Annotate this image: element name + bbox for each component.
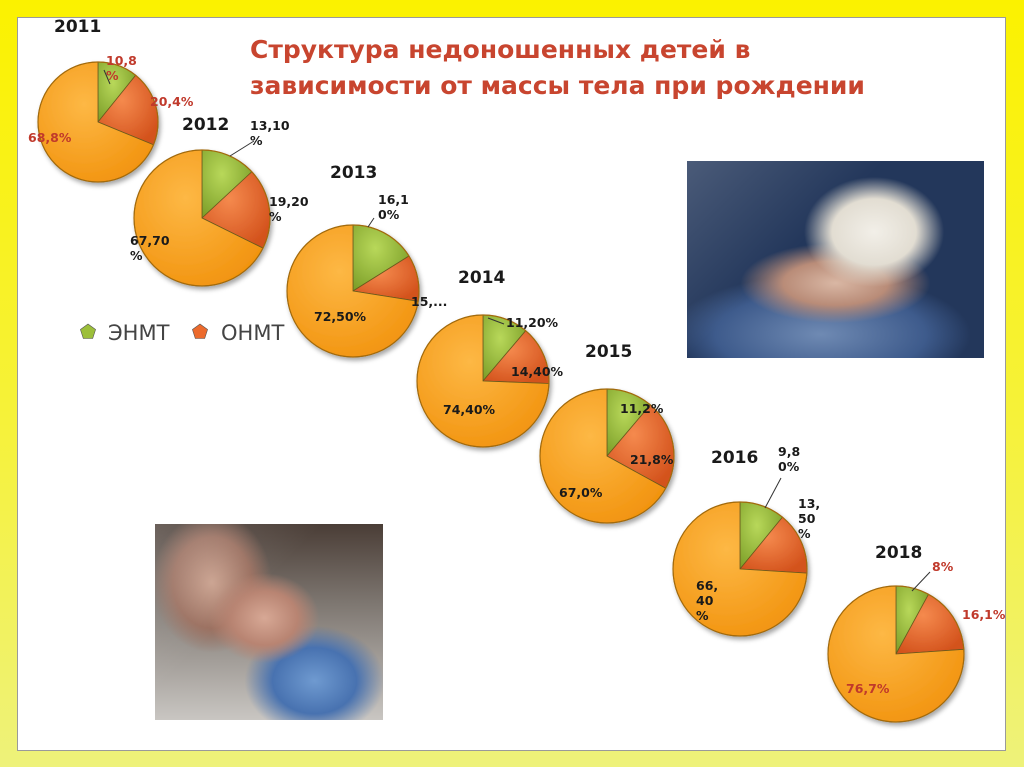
mother-holding-baby-photo: [155, 524, 383, 720]
pie-2011-year-label: 2011: [54, 18, 101, 37]
pie-2013-label-onmt: 15,...: [411, 294, 447, 309]
orange-pentagon-icon: [192, 323, 208, 339]
pie-2013-rim: [286, 224, 420, 358]
pie-2012-label-other: 67,70%: [130, 233, 170, 263]
pie-charts-series: 2011 10,8 % 20,4% 68,8% 2012 13,10 % 19,20 % 67,70…: [28, 18, 1005, 723]
pie-2016-label-onmt: 13, 50%: [798, 496, 820, 541]
pie-2015-label-onmt: 21,8%: [630, 452, 674, 467]
legend-label-onmt: ОНМТ: [221, 321, 284, 345]
pie-2013: [286, 224, 420, 358]
page-title: Структура недоношенных детей в зависимос…: [250, 32, 910, 104]
pie-2014-rim: [416, 314, 550, 448]
pie-2011-rim: [37, 61, 159, 183]
legend-label-enmt: ЭНМТ: [108, 321, 170, 345]
pie-2011-leader-line: [103, 69, 111, 85]
pie-2012-rim: [133, 149, 271, 287]
pie-2011-label-onmt: 20,4%: [150, 94, 194, 109]
pie-2015-label-other: 67,0%: [559, 485, 603, 500]
pie-2013-label-other: 72,50%: [314, 309, 367, 324]
pie-2015-year-label: 2015: [585, 342, 632, 362]
pie-2016: [672, 501, 808, 637]
pie-2013-year-label: 2013: [330, 163, 377, 183]
pie-2012-label-enmt: 13,10%: [250, 118, 290, 148]
pie-2015-label-enmt: 11,2%: [620, 401, 664, 416]
pie-2014-label-enmt: 11,20%: [506, 315, 559, 330]
pie-2014-leader-line: [487, 317, 505, 325]
legend: ЭНМТ ОНМТ: [80, 321, 284, 345]
pie-2016-year-label: 2016: [711, 448, 758, 468]
pie-2012-leader-line: [229, 140, 255, 157]
pie-2015-rim: [539, 388, 675, 524]
pie-2018-label-onmt: 16,1%: [962, 607, 1005, 622]
pie-2011: [37, 61, 159, 183]
title-line-2: зависимости от массы тела при рождении: [250, 71, 865, 100]
pie-2018-leader-line: [911, 571, 931, 592]
green-pentagon-icon: [80, 323, 96, 339]
pie-2012: [133, 149, 271, 287]
pie-2015: [539, 388, 675, 524]
pie-2016-rim: [672, 501, 808, 637]
pie-2018: [827, 585, 965, 723]
pie-2016-label-enmt: 9,8 0%: [778, 444, 800, 474]
pie-2018-year-label: 2018: [875, 543, 922, 563]
pie-2014-year-label: 2014: [458, 268, 505, 288]
pie-2011-label-other: 68,8%: [28, 130, 72, 145]
pie-2018-label-other: 76,7%: [846, 681, 890, 696]
pie-2018-rim: [827, 585, 965, 723]
pie-2013-label-enmt: 16,1 0%: [378, 192, 409, 222]
pie-2012-year-label: 2012: [182, 115, 229, 135]
pie-2014-label-other: 74,40%: [443, 402, 496, 417]
pie-2011-label-enmt: 10,8%: [106, 53, 137, 83]
pie-2013-leader-line: [367, 217, 375, 228]
pie-2016-leader-line: [764, 477, 782, 509]
slide-frame: Структура недоношенных детей в зависимос…: [17, 17, 1006, 751]
pie-2014-label-onmt: 14,40%: [511, 364, 564, 379]
pie-2016-label-other: 66, 40%: [696, 578, 718, 623]
premature-baby-incubator-photo: [687, 161, 984, 358]
pie-2014: [416, 314, 550, 448]
pie-2012-label-onmt: 19,20%: [269, 194, 309, 224]
title-line-1: Структура недоношенных детей в: [250, 35, 751, 64]
pie-2018-label-enmt: 8%: [932, 559, 954, 574]
